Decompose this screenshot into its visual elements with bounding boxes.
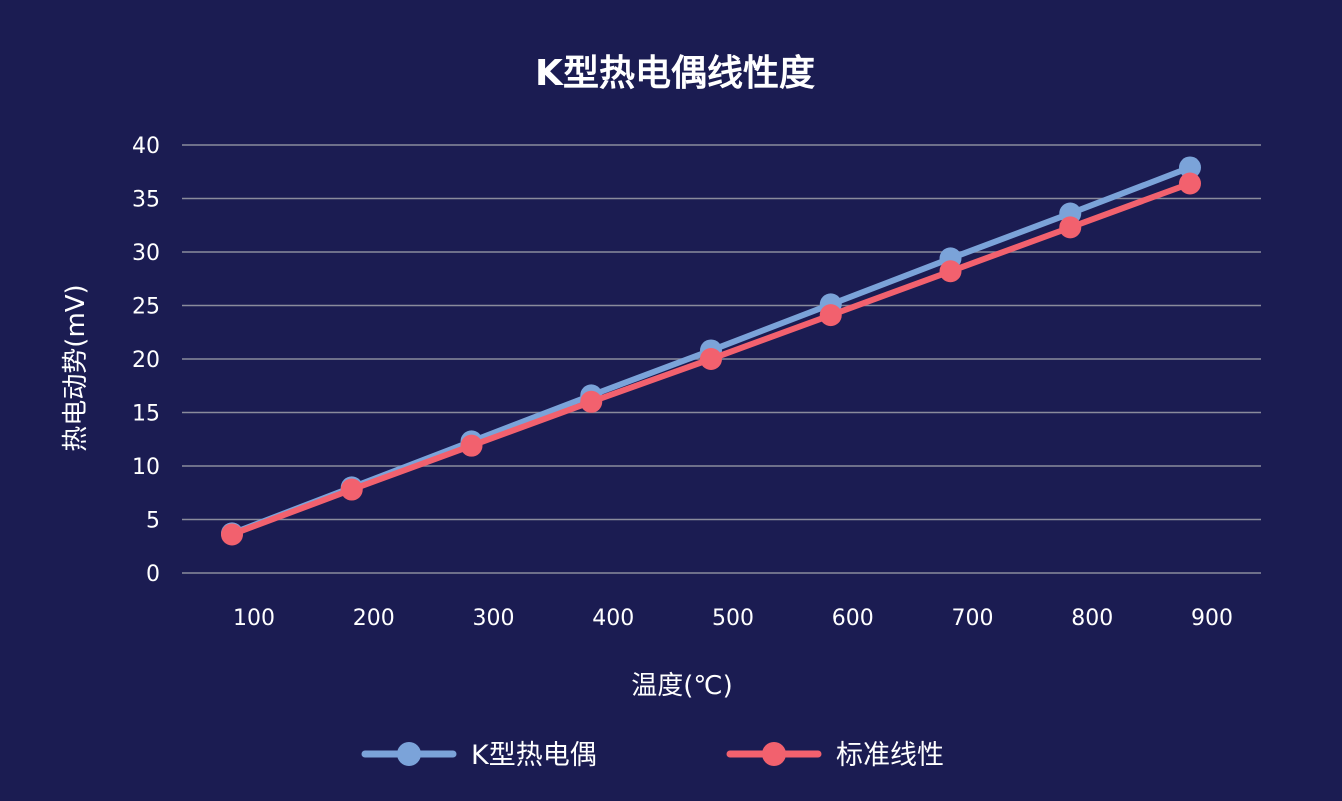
x-tick-label: 100 bbox=[233, 606, 275, 631]
legend-item: K型热电偶 bbox=[361, 740, 597, 771]
x-tick-label: 400 bbox=[592, 606, 634, 631]
legend: K型热电偶 标准线性 bbox=[361, 740, 944, 771]
x-tick-label: 200 bbox=[353, 606, 395, 631]
y-tick-label: 0 bbox=[146, 562, 160, 587]
x-tick-label: 300 bbox=[473, 606, 515, 631]
legend-label: 标准线性 bbox=[836, 740, 944, 771]
x-tick-label: 600 bbox=[832, 606, 874, 631]
data-point bbox=[580, 390, 603, 413]
data-point bbox=[939, 260, 962, 283]
legend-item: 标准线性 bbox=[726, 740, 944, 771]
x-axis-label: 温度(℃) bbox=[631, 671, 733, 701]
y-tick-label: 35 bbox=[132, 188, 160, 213]
legend-swatch-marker bbox=[397, 742, 421, 766]
y-axis-ticks: 0 5 10 15 20 25 30 35 40 bbox=[132, 134, 160, 587]
y-tick-label: 25 bbox=[132, 295, 160, 320]
data-point bbox=[340, 478, 363, 501]
data-point bbox=[819, 304, 842, 327]
series-2 bbox=[221, 172, 1201, 546]
chart-title: K型热电偶线性度 bbox=[535, 53, 815, 94]
y-tick-label: 15 bbox=[132, 402, 160, 427]
data-point bbox=[1059, 216, 1082, 239]
y-tick-label: 40 bbox=[132, 134, 160, 159]
data-point bbox=[221, 523, 243, 546]
y-tick-label: 10 bbox=[132, 455, 160, 480]
x-tick-label: 500 bbox=[712, 606, 754, 631]
series-group bbox=[221, 156, 1201, 546]
y-tick-label: 30 bbox=[132, 241, 160, 266]
legend-label: K型热电偶 bbox=[471, 740, 597, 771]
legend-swatch-marker bbox=[762, 742, 786, 766]
x-tick-label: 700 bbox=[952, 606, 994, 631]
y-axis-label: 热电动势(mV) bbox=[61, 284, 91, 451]
x-tick-label: 900 bbox=[1191, 606, 1233, 631]
x-axis-ticks: 100 200 300 400 500 600 700 800 900 bbox=[233, 606, 1233, 631]
y-tick-label: 20 bbox=[132, 348, 160, 373]
y-tick-label: 5 bbox=[146, 509, 160, 534]
data-point bbox=[1179, 172, 1201, 195]
data-point bbox=[700, 348, 722, 370]
data-point bbox=[1179, 156, 1201, 179]
data-point bbox=[460, 434, 483, 457]
x-tick-label: 800 bbox=[1071, 606, 1113, 631]
